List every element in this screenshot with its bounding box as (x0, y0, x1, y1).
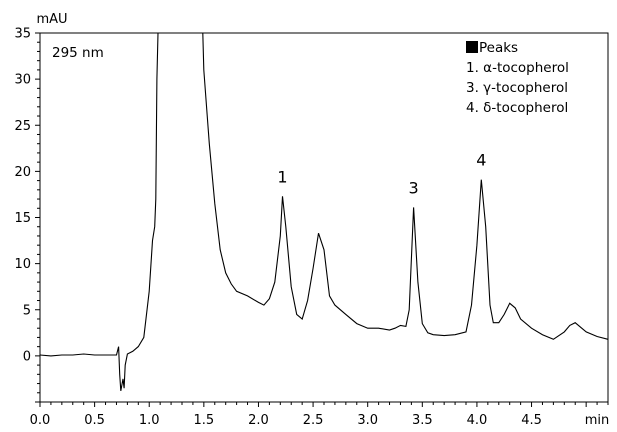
x-tick-label: 4.5 (521, 413, 542, 428)
x-axis-ticks: 0.0 0.5 1.0 1.5 2.0 2.5 3.0 3.5 4.0 4.5 (30, 402, 609, 428)
peak-label: 1 (277, 167, 287, 186)
x-axis-unit-label: min (585, 413, 610, 428)
legend-entry: 1. α-tocopherol (466, 60, 569, 76)
legend-entry: 3. γ-tocopherol (466, 80, 568, 96)
peak-label: 4 (476, 151, 486, 170)
x-tick-label: 1.0 (139, 413, 160, 428)
y-axis-unit-label: mAU (36, 12, 67, 27)
y-tick-label: 5 (23, 303, 31, 318)
wavelength-annotation: 295 nm (52, 45, 104, 61)
y-tick-label: 30 (14, 73, 31, 88)
peak-labels: 1 3 4 (277, 151, 486, 198)
y-tick-label: 10 (14, 257, 31, 272)
x-tick-label: 3.5 (412, 413, 433, 428)
x-tick-label: 2.0 (248, 413, 269, 428)
y-tick-label: 25 (14, 119, 31, 134)
x-tick-label: 0.5 (84, 413, 105, 428)
legend-swatch (466, 41, 478, 53)
x-tick-label: 0.0 (30, 413, 51, 428)
legend: Peaks 1. α-tocopherol 3. γ-tocopherol 4.… (466, 40, 569, 116)
x-tick-label: 1.5 (194, 413, 215, 428)
y-tick-label: 15 (14, 211, 31, 226)
x-tick-label: 2.5 (303, 413, 324, 428)
legend-title: Peaks (479, 40, 518, 56)
chromatogram-trace (39, 32, 609, 391)
y-tick-label: 0 (23, 349, 31, 364)
y-tick-label: 20 (14, 165, 31, 180)
x-tick-label: 4.0 (467, 413, 488, 428)
x-tick-label: 3.0 (357, 413, 378, 428)
legend-entry: 4. δ-tocopherol (466, 100, 568, 116)
y-tick-label: 35 (14, 27, 31, 42)
y-axis-ticks: 35 30 25 20 15 10 5 0 (14, 27, 40, 403)
peak-label: 3 (408, 178, 418, 197)
plot-frame (39, 32, 609, 403)
